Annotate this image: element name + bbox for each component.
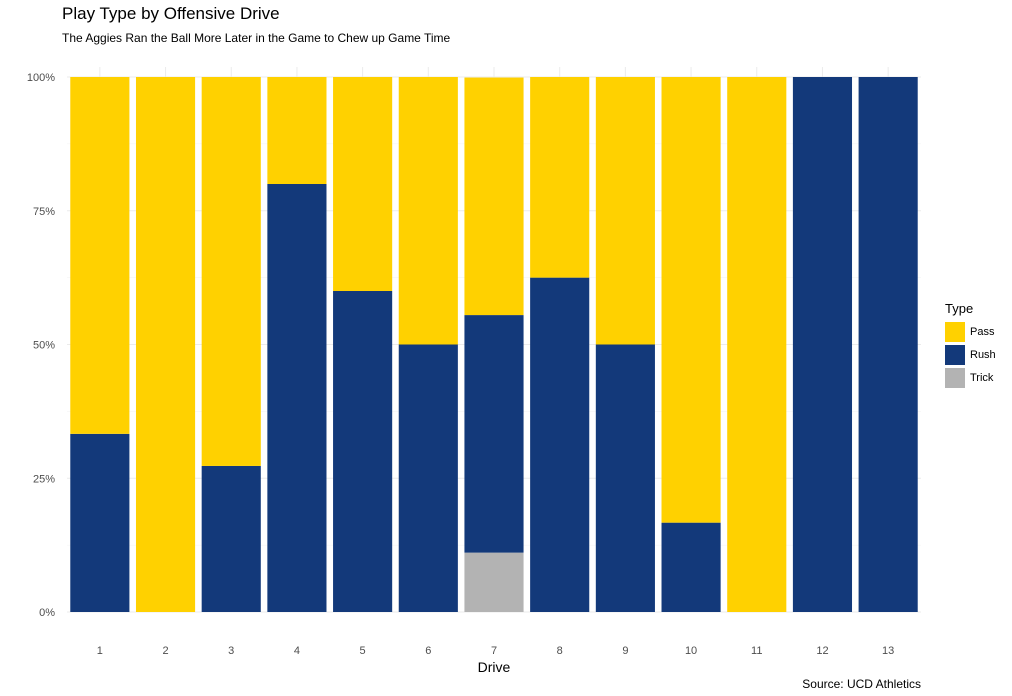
bar-rush-drive-3 (201, 465, 261, 612)
bar-pass-drive-4 (267, 77, 327, 184)
bar-pass-drive-6 (398, 77, 458, 345)
legend-swatch-rush (945, 344, 965, 365)
x-tick-label: 6 (425, 645, 431, 657)
bar-pass-drive-5 (333, 77, 393, 291)
legend-swatch-pass (945, 321, 965, 342)
legend-item-trick: Trick (945, 366, 996, 389)
y-tick-label: 75% (33, 206, 55, 218)
bar-pass-drive-11 (727, 77, 787, 612)
x-tick-label: 1 (97, 645, 103, 657)
bar-rush-drive-5 (333, 291, 393, 612)
chart-title: Play Type by Offensive Drive (62, 4, 280, 23)
legend-item-rush: Rush (945, 343, 996, 366)
x-tick-label: 11 (751, 645, 762, 657)
y-tick-label: 0% (39, 607, 55, 619)
bar-rush-drive-9 (595, 344, 655, 612)
y-tick-label: 25% (33, 473, 55, 485)
bar-rush-drive-8 (530, 277, 590, 612)
bar-rush-drive-13 (858, 77, 918, 612)
y-tick-label: 50% (33, 340, 55, 352)
bar-pass-drive-9 (595, 77, 655, 345)
x-tick-label: 5 (360, 645, 366, 657)
x-tick-label: 12 (816, 645, 828, 657)
x-tick-label: 10 (685, 645, 697, 657)
x-tick-label: 8 (557, 645, 563, 657)
legend-label-rush: Rush (970, 348, 996, 361)
bar-rush-drive-1 (70, 433, 130, 612)
bar-rush-drive-4 (267, 184, 327, 612)
x-tick-label: 4 (294, 645, 300, 657)
x-tick-label: 2 (162, 645, 168, 657)
bar-rush-drive-6 (398, 344, 458, 612)
bar-pass-drive-7 (464, 77, 524, 316)
legend-label-pass: Pass (970, 325, 995, 338)
legend: Type Pass Rush Trick (945, 301, 996, 389)
legend-item-pass: Pass (945, 320, 996, 343)
bar-pass-drive-8 (530, 77, 590, 278)
chart-subtitle: The Aggies Ran the Ball More Later in th… (62, 31, 451, 45)
bar-pass-drive-10 (661, 77, 721, 523)
bar-rush-drive-12 (792, 77, 853, 612)
bar-pass-drive-1 (70, 77, 130, 434)
x-tick-label: 7 (491, 645, 497, 657)
x-tick-label: 9 (622, 645, 628, 657)
y-tick-label: 100% (27, 72, 55, 84)
bar-trick-drive-7 (464, 552, 524, 612)
x-tick-label: 13 (882, 645, 894, 657)
bar-pass-drive-2 (135, 77, 196, 612)
bar-pass-drive-3 (201, 77, 261, 466)
legend-swatch-trick (945, 367, 965, 388)
bar-rush-drive-10 (661, 522, 721, 612)
x-tick-label: 3 (228, 645, 234, 657)
x-axis-title: Drive (478, 659, 511, 675)
bar-rush-drive-7 (464, 315, 524, 553)
legend-label-trick: Trick (970, 371, 994, 384)
chart-caption: Source: UCD Athletics (802, 677, 921, 691)
legend-title: Type (945, 301, 974, 316)
